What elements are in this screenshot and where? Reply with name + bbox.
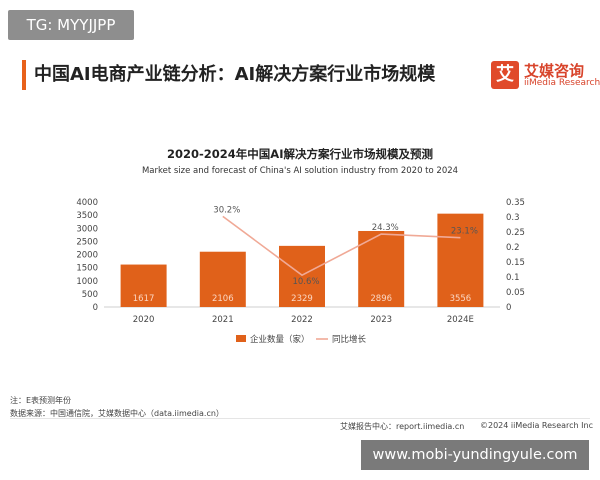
y-left-tick-label: 500 bbox=[82, 290, 98, 300]
line-value-label: 30.2% bbox=[213, 205, 240, 215]
y-left-tick-label: 1000 bbox=[76, 277, 98, 287]
y-left-tick-label: 2000 bbox=[76, 251, 98, 261]
y-left-tick-label: 4000 bbox=[76, 198, 98, 208]
note-forecast: 注：E表预测年份 bbox=[10, 396, 72, 405]
growth-line bbox=[222, 215, 461, 277]
y-right-tick-label: 0.35 bbox=[506, 198, 525, 208]
y-right-tick-label: 0.15 bbox=[506, 258, 525, 268]
footer-report-center: 艾媒报告中心：report.iimedia.cn bbox=[340, 422, 465, 431]
x-tick-label: 2024E bbox=[447, 315, 474, 325]
x-tick-label: 2023 bbox=[370, 315, 392, 325]
bar-value-label: 2329 bbox=[291, 294, 313, 304]
y-left-tick-label: 2500 bbox=[76, 237, 98, 247]
watermark-badge: TG: MYYJJPP bbox=[8, 10, 134, 40]
logo-en-text: iiMedia Research bbox=[524, 78, 600, 88]
x-tick-label: 2021 bbox=[212, 315, 234, 325]
chart-notes: 注：E表预测年份 数据来源：中国通信院，艾媒数据中心（data.iimedia.… bbox=[10, 394, 224, 420]
y-right-tick-label: 0.3 bbox=[506, 213, 520, 223]
legend-bar-swatch bbox=[236, 335, 246, 342]
logo-cn-text: 艾媒咨询 bbox=[524, 62, 585, 80]
y-right-tick-label: 0.25 bbox=[506, 228, 525, 238]
y-right-tick-label: 0 bbox=[506, 303, 511, 313]
legend-bar-label: 企业数量（家） bbox=[250, 334, 310, 345]
bar-value-label: 2106 bbox=[212, 294, 234, 304]
site-watermark: www.mobi-yundingyule.com bbox=[361, 440, 589, 470]
iimedia-logo-icon: 艾 bbox=[491, 61, 519, 89]
bar-2024E bbox=[437, 213, 484, 307]
footer-copyright: ©2024 iiMedia Research Inc bbox=[480, 421, 593, 430]
page-title: 中国AI电商产业链分析：AI解决方案行业市场规模 bbox=[34, 64, 436, 85]
y-left-tick-label: 3000 bbox=[76, 224, 98, 234]
chart-subtitle: Market size and forecast of China's AI s… bbox=[141, 166, 459, 176]
footer-divider bbox=[10, 418, 590, 419]
y-left-tick-label: 0 bbox=[93, 303, 98, 313]
x-tick-label: 2020 bbox=[133, 315, 155, 325]
x-tick-label: 2022 bbox=[291, 315, 313, 325]
bar-value-label: 2896 bbox=[370, 294, 392, 304]
legend-line-label: 同比增长 bbox=[332, 334, 367, 345]
line-value-label: 24.3% bbox=[372, 223, 399, 233]
y-left-tick-label: 1500 bbox=[76, 264, 98, 274]
bar-2022 bbox=[279, 245, 325, 307]
y-right-tick-label: 0.1 bbox=[506, 273, 520, 283]
y-left-tick-label: 3500 bbox=[76, 211, 98, 221]
line-value-label: 10.6% bbox=[292, 277, 319, 287]
y-right-tick-label: 0.05 bbox=[506, 288, 525, 298]
bar-value-label: 3556 bbox=[450, 294, 472, 304]
y-right-tick-label: 0.2 bbox=[506, 243, 520, 253]
note-source: 数据来源：中国通信院，艾媒数据中心（data.iimedia.cn） bbox=[10, 409, 224, 418]
line-value-label: 23.1% bbox=[451, 227, 478, 237]
bar-value-label: 1617 bbox=[133, 294, 155, 304]
bar-2023 bbox=[358, 230, 405, 307]
header-accent-bar bbox=[22, 60, 26, 90]
chart-title: 2020-2024年中国AI解决方案行业市场规模及预测 bbox=[167, 147, 433, 161]
bar-2020 bbox=[120, 264, 167, 307]
bar-2021 bbox=[199, 251, 246, 307]
